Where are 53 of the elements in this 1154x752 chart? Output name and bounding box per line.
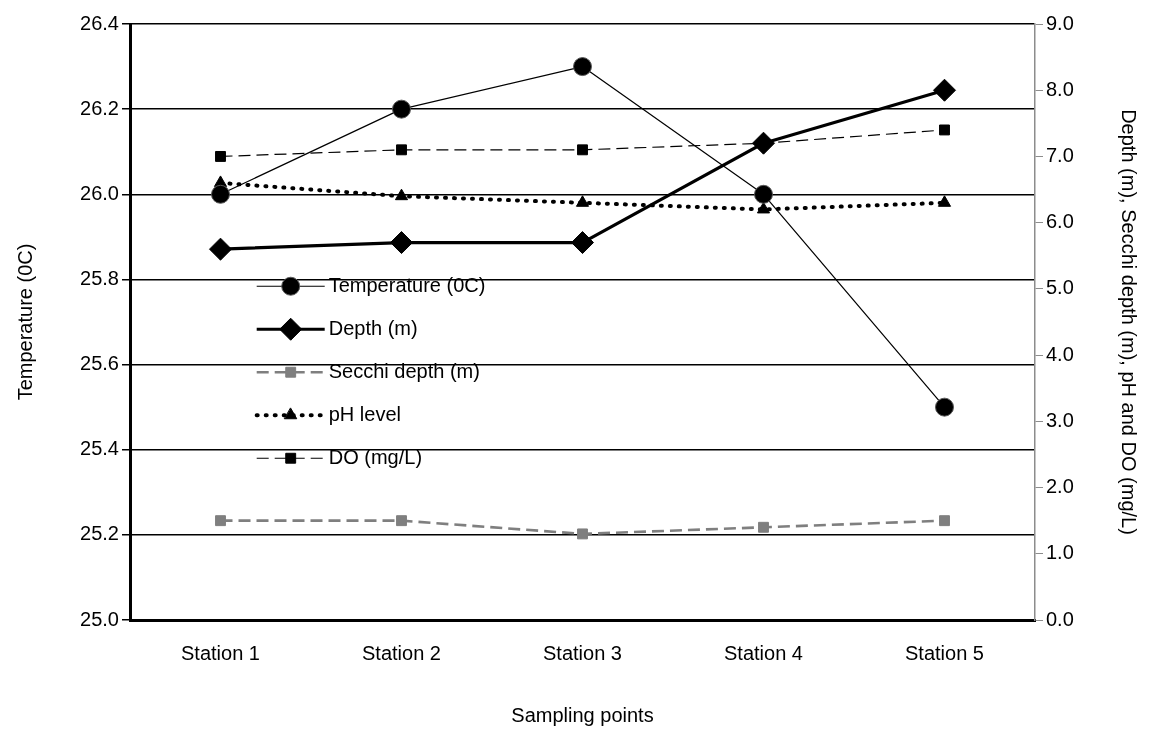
y-tick-label: 25.4 — [80, 437, 119, 460]
point — [577, 528, 588, 540]
y2-axis-title: Depth (m), Secchi depth (m), pH and DO (mg/L) — [1118, 109, 1141, 535]
point — [575, 195, 590, 207]
y2-tick-label: 9.0 — [1046, 11, 1074, 34]
y2-tick-label: 3.0 — [1046, 408, 1074, 431]
point — [756, 201, 771, 214]
y-tick-label: 25.0 — [80, 607, 119, 630]
point — [933, 78, 956, 102]
x-tick-label: Station 2 — [362, 641, 441, 664]
point — [392, 99, 411, 119]
point — [390, 231, 413, 255]
x-axis-title: Sampling points — [511, 703, 654, 726]
y-tick-label: 26.0 — [80, 181, 119, 204]
legend-label: Depth (m) — [328, 316, 418, 339]
point — [209, 237, 232, 261]
point — [215, 515, 226, 527]
legend-label: DO (mg/L) — [328, 445, 423, 468]
legend-label: pH level — [328, 402, 401, 425]
x-tick-label: Station 5 — [905, 641, 984, 664]
point — [937, 195, 952, 207]
point — [394, 188, 409, 201]
x-tick-label: Station 1 — [181, 641, 260, 664]
point — [571, 231, 594, 255]
y-tick-label: 26.2 — [80, 96, 119, 119]
y-tick-label: 25.2 — [80, 522, 119, 545]
legend-label: Secchi depth (m) — [328, 359, 480, 382]
y2-tick-label: 4.0 — [1046, 342, 1074, 365]
y2-tick-label: 0.0 — [1046, 607, 1074, 630]
x-tick-label: Station 3 — [543, 641, 622, 664]
y-tick-label: 26.4 — [80, 11, 119, 34]
y-tick-label: 25.8 — [80, 266, 119, 289]
y2-tick-label: 2.0 — [1046, 475, 1074, 498]
point — [939, 124, 950, 136]
point — [215, 151, 226, 162]
y2-tick-label: 7.0 — [1046, 143, 1074, 166]
point — [752, 131, 775, 155]
point — [935, 397, 954, 417]
point — [211, 184, 230, 204]
point — [939, 515, 950, 527]
y2-tick-label: 6.0 — [1046, 210, 1074, 233]
point — [577, 144, 588, 156]
point — [754, 184, 773, 204]
y2-tick-label: 8.0 — [1046, 77, 1074, 100]
y2-tick-label: 1.0 — [1046, 541, 1074, 564]
x-tick-label: Station 4 — [724, 641, 803, 664]
y-axis-title: Temperature (0C) — [13, 243, 36, 401]
point — [573, 57, 592, 77]
y-tick-label: 25.6 — [80, 352, 119, 375]
point — [758, 521, 769, 533]
y2-tick-label: 5.0 — [1046, 276, 1074, 299]
point — [396, 144, 407, 156]
point — [396, 515, 407, 527]
